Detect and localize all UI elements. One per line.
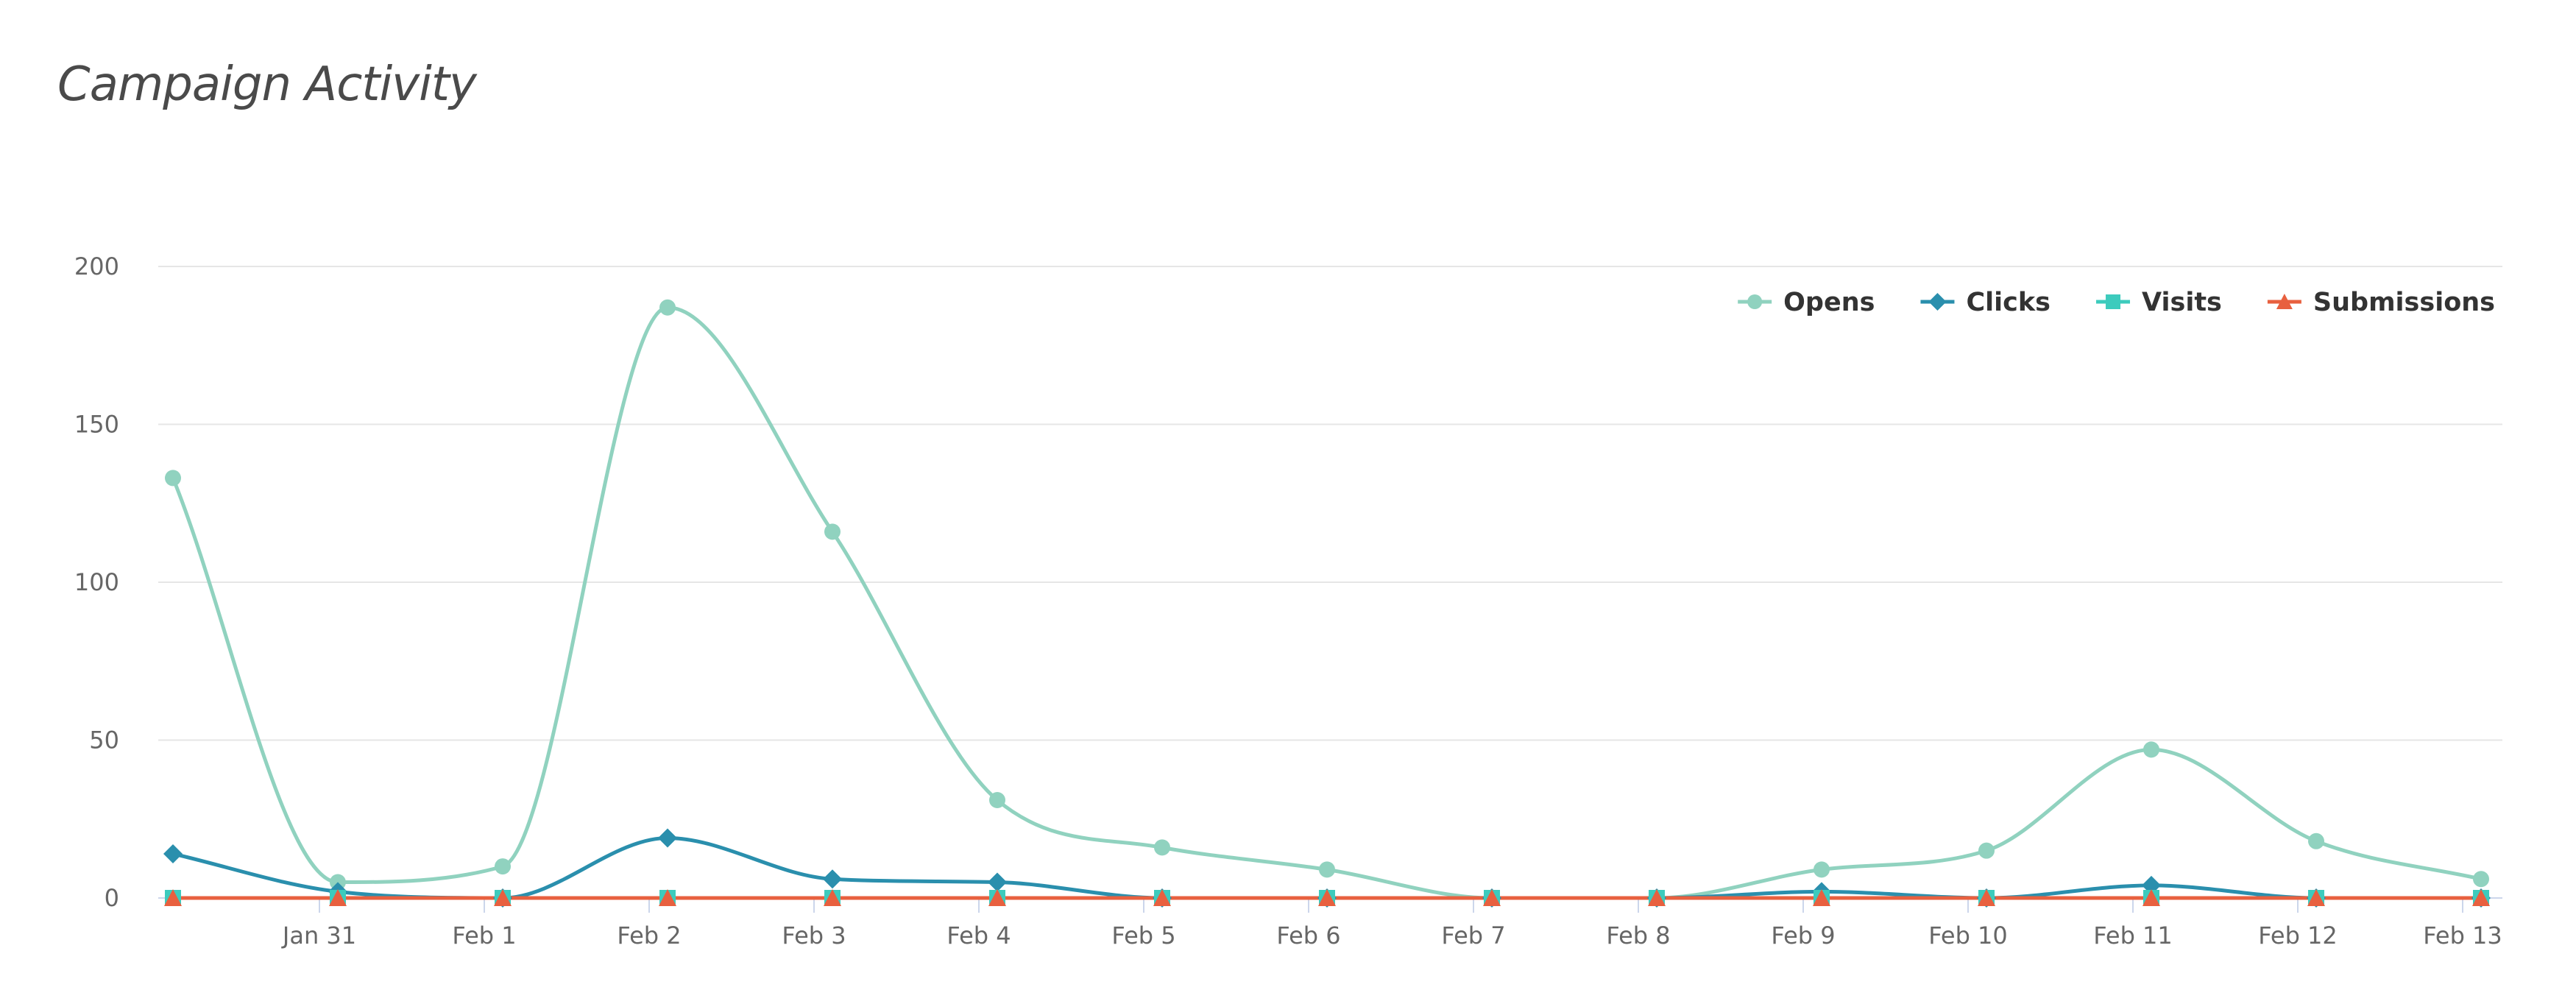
submissions-data-point — [2307, 889, 2325, 906]
clicks-data-point — [163, 844, 183, 863]
opens-data-point — [1319, 861, 1335, 878]
submissions-data-point — [1978, 889, 1995, 906]
clicks-data-point — [823, 869, 842, 889]
opens-data-point — [495, 858, 511, 875]
x-tick-label: Feb 3 — [782, 922, 846, 950]
opens-data-point — [1814, 861, 1830, 878]
y-tick-label: 0 — [105, 884, 119, 912]
x-tick-label: Feb 13 — [2423, 922, 2502, 950]
submissions-data-point — [2472, 889, 2490, 906]
x-tick-label: Feb 5 — [1111, 922, 1175, 950]
x-axis-labels: Jan 31 Feb 1 Feb 2 Feb 3 Feb 4 Feb 5 Feb 6 Feb … — [281, 922, 2502, 950]
clicks-data-point — [988, 872, 1007, 892]
submissions-data-point — [1318, 889, 1336, 906]
submissions-data-point — [494, 889, 512, 906]
x-tick-label: Feb 12 — [2258, 922, 2338, 950]
y-tick-label: 150 — [74, 411, 119, 439]
clicks-data-point — [658, 828, 677, 848]
opens-data-point — [824, 523, 841, 540]
submissions-data-point — [1483, 889, 1501, 906]
opens-data-point — [1978, 842, 1995, 859]
series-lines — [171, 305, 2483, 900]
submissions-data-point — [824, 889, 841, 906]
x-tick-label: Feb 11 — [2093, 922, 2173, 950]
y-tick-label: 200 — [74, 252, 119, 280]
chart-title: Campaign Activity — [57, 57, 477, 112]
legend[interactable]: Opens Clicks Visits Submissions — [1738, 288, 2495, 317]
y-tick-label: 50 — [89, 726, 119, 754]
legend-marker-icon — [2276, 294, 2293, 309]
submissions-data-point — [1648, 889, 1666, 906]
opens-data-point — [659, 299, 676, 316]
opens-data-point — [2473, 871, 2489, 888]
legend-label: Opens — [1783, 288, 1875, 317]
legend-item-visits[interactable]: Visits — [2096, 288, 2222, 317]
x-tick-label: Feb 2 — [617, 922, 681, 950]
opens-data-point — [2308, 832, 2324, 849]
submissions-data-point — [1153, 889, 1171, 906]
x-tick-label: Feb 8 — [1606, 922, 1670, 950]
y-tick-label: 100 — [74, 568, 119, 596]
legend-item-submissions[interactable]: Submissions — [2267, 288, 2495, 317]
legend-item-clicks[interactable]: Clicks — [1920, 288, 2050, 317]
submissions-data-point — [988, 889, 1006, 906]
legend-marker-icon — [2106, 294, 2121, 309]
legend-label: Clicks — [1966, 288, 2050, 317]
legend-marker-icon — [1928, 293, 1947, 311]
y-axis-labels: 0 50 100 150 200 — [74, 252, 119, 912]
x-tick-label: Feb 7 — [1441, 922, 1505, 950]
submissions-data-point — [1813, 889, 1830, 906]
x-tick-label: Feb 4 — [946, 922, 1011, 950]
legend-label: Visits — [2142, 288, 2222, 317]
grid-lines — [158, 266, 2502, 741]
opens-data-point — [165, 470, 181, 487]
submissions-data-point — [2142, 889, 2160, 906]
submissions-data-point — [164, 889, 182, 906]
opens-series-line — [171, 305, 2483, 900]
x-tick-label: Feb 9 — [1771, 922, 1835, 950]
submissions-data-point — [329, 889, 347, 906]
opens-data-point — [1154, 839, 1170, 856]
submissions-data-point — [659, 889, 676, 906]
x-tick-label: Feb 6 — [1276, 922, 1340, 950]
opens-data-point — [989, 792, 1005, 809]
x-tick-label: Jan 31 — [281, 922, 356, 950]
series-markers — [163, 299, 2491, 908]
legend-label: Submissions — [2313, 288, 2495, 317]
x-tick-label: Feb 10 — [1928, 922, 2008, 950]
legend-item-opens[interactable]: Opens — [1738, 288, 1875, 317]
x-tick-label: Feb 1 — [452, 922, 516, 950]
legend-marker-icon — [1747, 294, 1763, 309]
opens-data-point — [2143, 741, 2159, 758]
